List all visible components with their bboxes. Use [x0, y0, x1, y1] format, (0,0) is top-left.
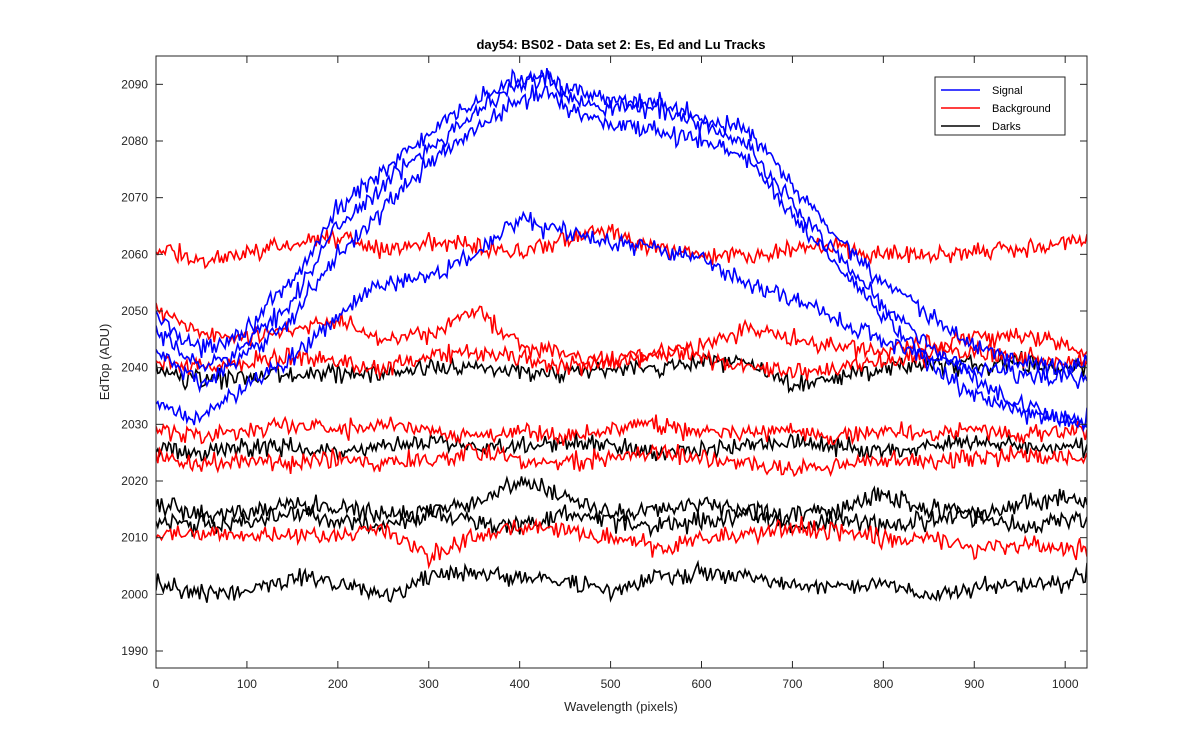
x-tick-label: 200 [328, 677, 348, 691]
series-line-darks-14 [156, 559, 1087, 603]
series-line-background-8 [156, 443, 1087, 478]
legend-label-signal: Signal [992, 85, 1023, 97]
y-axis: 1990 2000 2010 2020 2030 2040 2050 2060 2070 2080… [121, 77, 1087, 658]
series-line-darks-11 [156, 432, 1087, 462]
series-line-darks-10 [156, 350, 1087, 394]
y-tick-label: 2030 [121, 417, 148, 431]
x-tick-label: 100 [237, 677, 257, 691]
x-tick-label: 800 [873, 677, 893, 691]
x-axis: 0 100 200 300 400 500 600 700 800 900 1000 [153, 56, 1079, 691]
y-tick-label: 2070 [121, 191, 148, 205]
x-tick-label: 600 [691, 677, 711, 691]
x-axis-label: Wavelength (pixels) [564, 699, 678, 714]
legend-label-background: Background [992, 103, 1051, 115]
series-line-signal-1 [156, 68, 1087, 433]
x-tick-label: 500 [601, 677, 621, 691]
x-tick-label: 700 [782, 677, 802, 691]
legend: Signal Background Darks [934, 76, 1066, 136]
y-tick-label: 2020 [121, 474, 148, 488]
y-tick-label: 1990 [121, 644, 148, 658]
y-tick-label: 2080 [121, 134, 148, 148]
y-tick-label: 2060 [121, 247, 148, 261]
series-line-background-9 [156, 516, 1087, 570]
chart-title: day54: BS02 - Data set 2: Es, Ed and Lu … [476, 37, 765, 52]
y-tick-label: 2040 [121, 361, 148, 375]
series-line-darks-13 [156, 503, 1087, 539]
series-line-background-7 [156, 414, 1087, 446]
series-line-signal-3 [156, 210, 1087, 426]
x-tick-label: 400 [510, 677, 530, 691]
x-tick-label: 300 [419, 677, 439, 691]
x-tick-label: 900 [964, 677, 984, 691]
y-axis-label: EdTop (ADU) [97, 324, 112, 401]
y-tick-label: 2010 [121, 531, 148, 545]
x-tick-label: 1000 [1052, 677, 1079, 691]
series-line-background-6 [156, 339, 1087, 381]
series-line-darks-12 [156, 475, 1087, 526]
series-layer [156, 67, 1087, 603]
y-tick-label: 2000 [121, 587, 148, 601]
legend-label-darks: Darks [992, 121, 1021, 133]
y-tick-label: 2090 [121, 77, 148, 91]
series-line-signal-2 [156, 84, 1087, 429]
y-tick-label: 2050 [121, 304, 148, 318]
plot-series-area [156, 67, 1087, 603]
x-tick-label: 0 [153, 677, 160, 691]
plot-area-border [155, 55, 1088, 669]
